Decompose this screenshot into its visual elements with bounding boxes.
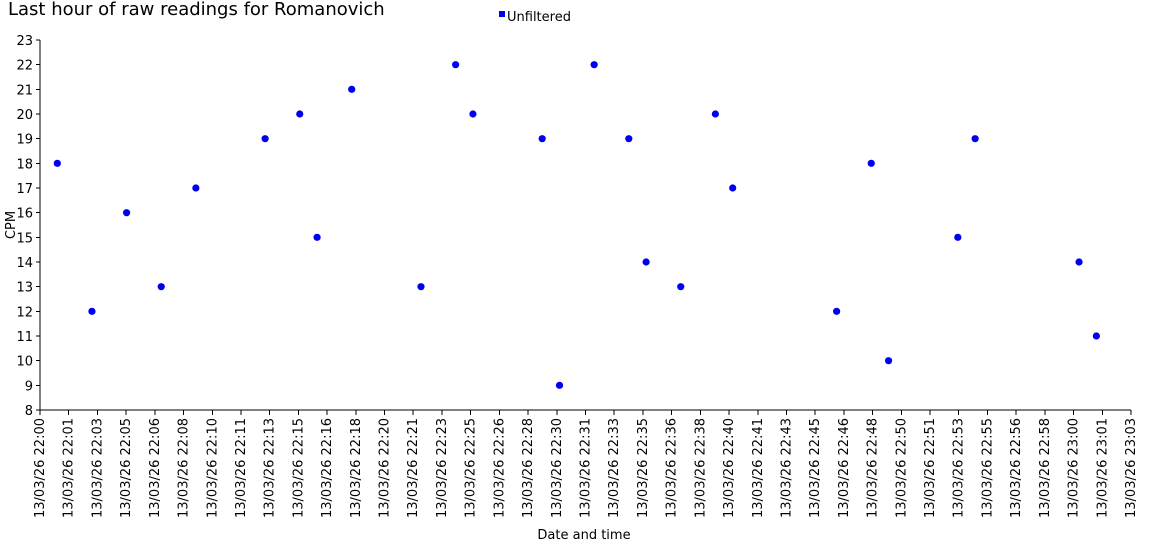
y-tick-label: 21 <box>16 83 33 98</box>
data-point <box>833 307 841 315</box>
x-tick-label: 13/03/26 22:03 <box>90 418 105 518</box>
legend: Unfiltered <box>499 10 571 26</box>
y-axis-ticks: 8 9 10 11 12 13 14 15 16 17 18 19 20 21 22 23 <box>16 34 40 419</box>
y-axis-label: CPM <box>4 211 19 239</box>
data-point <box>88 307 96 315</box>
x-tick-label: 13/03/26 22:36 <box>665 418 680 518</box>
x-tick-label: 13/03/26 22:16 <box>320 418 335 518</box>
axes <box>39 40 1131 411</box>
y-tick-label: 8 <box>25 404 33 419</box>
x-tick-label: 13/03/26 22:00 <box>33 418 48 518</box>
x-tick-label: 13/03/26 22:08 <box>177 418 192 518</box>
y-tick-label: 19 <box>16 133 33 148</box>
x-tick-label: 13/03/26 22:21 <box>406 418 421 518</box>
x-axis-label: Date and time <box>537 528 630 543</box>
x-tick-label: 13/03/26 22:06 <box>148 418 163 518</box>
x-tick-label: 13/03/26 22:48 <box>866 418 881 518</box>
data-point <box>261 135 269 143</box>
x-tick-label: 13/03/26 22:18 <box>349 418 364 518</box>
data-points <box>53 61 1100 389</box>
x-tick-label: 13/03/26 22:05 <box>119 418 134 518</box>
data-point <box>157 283 165 291</box>
y-tick-label: 23 <box>16 34 33 49</box>
x-tick-label: 13/03/26 22:40 <box>722 418 737 518</box>
x-tick-label: 13/03/26 22:56 <box>1009 418 1024 518</box>
chart-title: Last hour of raw readings for Romanovich <box>8 0 385 20</box>
x-axis-ticks: 13/03/26 22:00 13/03/26 22:01 13/03/26 22:… <box>33 410 1139 518</box>
x-tick-label: 13/03/26 22:35 <box>636 418 651 518</box>
data-point <box>296 110 304 118</box>
data-point <box>348 85 356 93</box>
x-tick-label: 13/03/26 22:10 <box>205 418 220 518</box>
x-tick-label: 13/03/26 22:33 <box>607 418 622 518</box>
x-tick-label: 13/03/26 22:45 <box>808 418 823 518</box>
x-tick-label: 13/03/26 22:50 <box>894 418 909 518</box>
y-tick-label: 14 <box>16 256 33 271</box>
y-tick-label: 9 <box>25 379 33 394</box>
legend-label-unfiltered: Unfiltered <box>507 10 571 25</box>
y-tick-label: 12 <box>16 305 33 320</box>
data-point <box>625 135 633 143</box>
x-tick-label: 13/03/26 22:11 <box>234 418 249 518</box>
y-tick-label: 16 <box>16 207 33 222</box>
data-point <box>642 258 650 266</box>
data-point <box>452 61 460 69</box>
x-tick-label: 13/03/26 22:20 <box>378 418 393 518</box>
x-tick-label: 13/03/26 22:31 <box>579 418 594 518</box>
x-tick-label: 13/03/26 23:01 <box>1095 418 1110 518</box>
x-tick-label: 13/03/26 22:53 <box>952 418 967 518</box>
data-point <box>313 233 321 241</box>
data-point <box>538 135 546 143</box>
x-tick-label: 13/03/26 23:03 <box>1124 418 1139 518</box>
data-point <box>971 135 979 143</box>
data-point <box>555 381 564 389</box>
data-point <box>729 184 737 192</box>
data-point <box>53 159 61 167</box>
x-tick-label: 13/03/26 22:28 <box>521 418 536 518</box>
y-tick-label: 17 <box>16 182 33 197</box>
data-point <box>469 110 477 118</box>
x-tick-label: 13/03/26 22:43 <box>779 418 794 518</box>
data-point <box>1092 332 1100 340</box>
data-point <box>867 159 875 167</box>
y-tick-label: 11 <box>16 330 33 345</box>
data-point <box>192 184 200 192</box>
legend-swatch-unfiltered <box>499 11 505 17</box>
x-tick-label: 13/03/26 22:38 <box>693 418 708 518</box>
y-tick-label: 13 <box>16 281 33 296</box>
x-tick-label: 13/03/26 22:23 <box>435 418 450 518</box>
y-tick-label: 18 <box>16 157 33 172</box>
x-tick-label: 13/03/26 22:55 <box>980 418 995 518</box>
x-tick-label: 13/03/26 22:58 <box>1038 418 1053 518</box>
x-tick-label: 13/03/26 22:41 <box>751 418 766 518</box>
x-tick-label: 13/03/26 22:13 <box>263 418 278 518</box>
y-tick-label: 22 <box>16 59 33 74</box>
x-tick-label: 13/03/26 23:00 <box>1067 418 1082 518</box>
x-tick-label: 13/03/26 22:15 <box>291 418 306 518</box>
x-tick-label: 13/03/26 22:46 <box>837 418 852 518</box>
data-point <box>1075 258 1083 266</box>
data-point <box>677 283 685 291</box>
y-tick-label: 20 <box>16 108 33 123</box>
data-point <box>954 233 962 241</box>
data-point <box>590 61 598 69</box>
x-tick-label: 13/03/26 22:25 <box>464 418 479 518</box>
x-tick-label: 13/03/26 22:30 <box>550 418 565 518</box>
data-point <box>122 209 131 217</box>
y-tick-label: 10 <box>16 355 33 370</box>
x-tick-label: 13/03/26 22:01 <box>62 418 77 518</box>
x-tick-label: 13/03/26 22:51 <box>923 418 938 518</box>
y-tick-label: 15 <box>16 231 33 246</box>
data-point <box>884 357 893 365</box>
data-point <box>711 110 719 118</box>
data-point <box>417 283 425 291</box>
x-tick-label: 13/03/26 22:26 <box>492 418 507 518</box>
